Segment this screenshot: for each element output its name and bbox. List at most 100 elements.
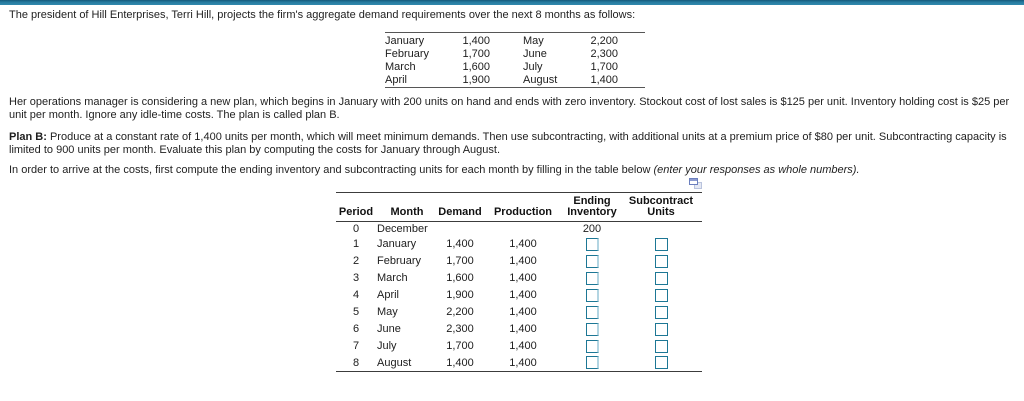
header-ending-inventory: Ending Inventory [564, 192, 620, 222]
production-cell: 1,400 [509, 323, 537, 335]
table-row-june: 6 June 2,300 1,400 [336, 321, 702, 338]
production-cell: 1,400 [509, 340, 537, 352]
demand-cell: 1,400 [446, 356, 474, 369]
popout-table-icon[interactable] [689, 178, 702, 189]
month-cell: May [377, 306, 398, 318]
problem-intro: The president of Hill Enterprises, Terri… [9, 9, 1014, 22]
header-demand: Demand [438, 192, 482, 222]
month-label: July [523, 61, 543, 73]
period-cell: 8 [352, 356, 360, 369]
header-period: Period [336, 192, 376, 222]
intro-text: The president of Hill Enterprises, Terri… [9, 9, 636, 21]
table-row-march: 3 March 1,600 1,400 [336, 270, 702, 287]
month-label: May [523, 35, 544, 47]
month-cell: July [377, 340, 397, 352]
operations-plan-paragraph: Her operations manager is considering a … [9, 96, 1014, 122]
production-cell: 1,400 [509, 272, 537, 284]
table-row-may: 5 May 2,200 1,400 [336, 304, 702, 321]
demand-cell: 1,700 [446, 340, 474, 352]
production-cell: 1,400 [509, 356, 537, 369]
month-cell: April [377, 289, 400, 301]
demand-value: 1,400 [462, 35, 490, 47]
table-row-august: 8 August 1,400 1,400 [336, 355, 702, 372]
table-row-january: 1 January 1,400 1,400 [336, 236, 702, 253]
production-cell: 1,400 [509, 238, 537, 250]
month-cell: February [377, 255, 422, 267]
plan-b-label: Plan B: [9, 131, 47, 143]
demand-cell: 2,300 [446, 323, 474, 335]
ending-inventory-input-8[interactable] [585, 356, 599, 370]
demand-cell [438, 222, 482, 236]
subcontract-units-input-5[interactable] [654, 305, 668, 319]
demand-value: 1,900 [462, 74, 490, 86]
period-cell: 3 [352, 272, 360, 284]
month-label: June [523, 48, 547, 60]
production-cell: 1,400 [509, 306, 537, 318]
instruction-paragraph: In order to arrive at the costs, first c… [9, 164, 1014, 177]
ending-inventory-input-2[interactable] [585, 254, 599, 268]
plan-b-text: Produce at a constant rate of 1,400 unit… [9, 131, 1007, 156]
month-cell: June [377, 323, 401, 335]
header-production: Production [482, 192, 564, 222]
instruction-note: (enter your responses as whole numbers). [653, 164, 860, 176]
month-label: February [385, 48, 430, 60]
subcontract-cell [620, 222, 702, 236]
top-border-bar [0, 0, 1024, 5]
month-cell: December [377, 222, 428, 235]
production-cell: 1,400 [509, 289, 537, 301]
operations-plan-text: Her operations manager is considering a … [9, 96, 1010, 121]
period-cell: 1 [352, 238, 360, 250]
plan-b-paragraph: Plan B: Produce at a constant rate of 1,… [9, 131, 1014, 157]
subcontract-units-input-6[interactable] [654, 322, 668, 336]
production-cell: 1,400 [509, 255, 537, 267]
period-cell: 6 [352, 323, 360, 335]
header-month: Month [376, 192, 438, 222]
table-row-april: 4 April 1,900 1,400 [336, 287, 702, 304]
instruction-text: In order to arrive at the costs, first c… [9, 164, 651, 176]
demand-cell: 2,200 [446, 306, 474, 318]
ending-inventory-input-5[interactable] [585, 305, 599, 319]
month-label: April [385, 74, 408, 86]
subcontract-units-input-2[interactable] [654, 254, 668, 268]
popout-icon-back-window [694, 182, 702, 189]
production-cell [482, 222, 564, 236]
period-cell: 0 [352, 222, 360, 235]
ending-inventory-input-1[interactable] [585, 237, 599, 251]
table-row-december: 0 December 200 [336, 222, 702, 236]
demand-value: 2,200 [590, 35, 618, 47]
ending-inventory-input-3[interactable] [585, 271, 599, 285]
demand-cell: 1,700 [446, 255, 474, 267]
ending-inventory-input-4[interactable] [585, 288, 599, 302]
plan-b-entry-table: Period Month Demand Production Ending In… [336, 192, 702, 372]
period-cell: 4 [352, 289, 360, 301]
demand-cell: 1,400 [446, 238, 474, 250]
demand-cell: 1,900 [446, 289, 474, 301]
demand-cell: 1,600 [446, 272, 474, 284]
demand-value: 1,700 [462, 48, 490, 60]
ending-inventory-input-7[interactable] [585, 339, 599, 353]
subcontract-units-input-3[interactable] [654, 271, 668, 285]
subcontract-units-input-1[interactable] [654, 237, 668, 251]
table-row-july: 7 July 1,700 1,400 [336, 338, 702, 355]
month-cell: March [377, 272, 408, 284]
month-label: March [385, 61, 416, 73]
demand-value: 1,600 [462, 61, 490, 73]
month-cell: January [377, 238, 417, 250]
initial-inventory-value: 200 [582, 222, 602, 235]
period-cell: 5 [352, 306, 360, 318]
subcontract-units-input-4[interactable] [654, 288, 668, 302]
month-label: August [523, 74, 558, 86]
month-label: January [385, 35, 425, 47]
demand-row: February 1,700 June 2,300 [385, 48, 645, 61]
demand-value: 1,400 [590, 74, 618, 86]
demand-value: 2,300 [590, 48, 618, 60]
demand-row: April 1,900 August 1,400 [385, 74, 645, 88]
subcontract-units-input-8[interactable] [654, 356, 668, 370]
popout-icon-front-window [689, 178, 698, 185]
period-cell: 7 [352, 340, 360, 352]
subcontract-units-input-7[interactable] [654, 339, 668, 353]
work-table-header-row: Period Month Demand Production Ending In… [336, 192, 702, 222]
header-subcontract-units: Subcontract Units [620, 192, 702, 222]
period-cell: 2 [352, 255, 360, 267]
ending-inventory-input-6[interactable] [585, 322, 599, 336]
